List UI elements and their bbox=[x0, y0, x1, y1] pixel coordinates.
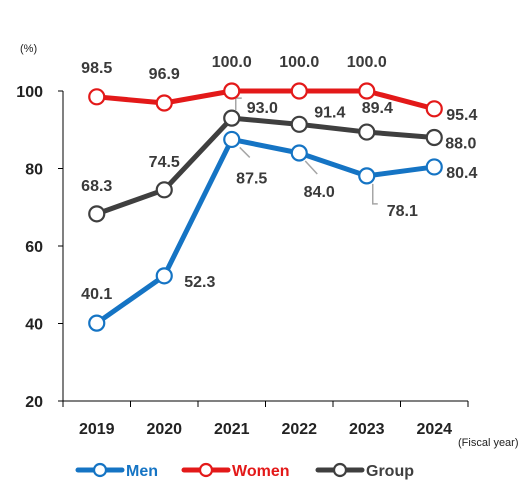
legend-label-women: Women bbox=[232, 463, 289, 480]
series-lines bbox=[88, 82, 443, 332]
data-point-men bbox=[425, 158, 443, 176]
y-tick-label: 60 bbox=[25, 239, 43, 256]
data-label-women: 98.5 bbox=[81, 60, 112, 77]
data-label-men: 80.4 bbox=[446, 165, 477, 182]
y-tick-label: 20 bbox=[25, 394, 43, 411]
x-tick-label: 2019 bbox=[79, 421, 115, 438]
data-label-group: 68.3 bbox=[81, 178, 112, 195]
data-point-group bbox=[155, 181, 173, 199]
y-tick-label: 80 bbox=[25, 162, 43, 179]
data-label-women: 100.0 bbox=[279, 54, 319, 71]
data-label-group: 89.4 bbox=[362, 100, 393, 117]
legend-swatch-marker bbox=[198, 462, 214, 478]
y-unit-label: (%) bbox=[20, 43, 37, 55]
legend-label-men: Men bbox=[126, 463, 158, 480]
data-label-men: 84.0 bbox=[304, 184, 335, 201]
data-point-group bbox=[223, 109, 241, 127]
leader-line bbox=[235, 97, 242, 111]
data-point-men bbox=[155, 267, 173, 285]
legend: Men Women Group bbox=[75, 462, 414, 480]
leader-line bbox=[304, 160, 318, 175]
data-label-group: 88.0 bbox=[445, 136, 476, 153]
data-point-men bbox=[358, 167, 376, 185]
leader-line bbox=[239, 146, 251, 158]
x-tick-label: 2020 bbox=[146, 421, 182, 438]
y-tick-label: 40 bbox=[25, 317, 43, 334]
data-label-women: 100.0 bbox=[212, 54, 252, 71]
series-line-group bbox=[94, 115, 437, 217]
x-tick-label: 2024 bbox=[416, 421, 452, 438]
data-point-men bbox=[290, 144, 308, 162]
x-tick-label: 2021 bbox=[214, 421, 250, 438]
x-tick-label: 2023 bbox=[349, 421, 385, 438]
data-point-women bbox=[425, 100, 443, 118]
series-line-women bbox=[94, 88, 437, 112]
data-label-group: 93.0 bbox=[247, 100, 278, 117]
data-label-women: 96.9 bbox=[149, 66, 180, 83]
x-unit-label: (Fiscal year) bbox=[458, 437, 519, 449]
data-point-women bbox=[155, 94, 173, 112]
data-point-women bbox=[290, 82, 308, 100]
data-point-women bbox=[223, 82, 241, 100]
data-point-group bbox=[290, 115, 308, 133]
axes: 20 40 60 80 100 2019 2020 2021 2022 2023 2024 bbox=[16, 84, 469, 438]
leader-line bbox=[372, 183, 378, 205]
data-point-men bbox=[223, 130, 241, 149]
data-point-men bbox=[88, 314, 106, 332]
data-label-men: 40.1 bbox=[81, 286, 112, 303]
data-label-women: 100.0 bbox=[347, 54, 387, 71]
data-point-women bbox=[88, 88, 106, 106]
data-point-group bbox=[425, 128, 443, 147]
data-point-women bbox=[358, 82, 376, 100]
data-label-group: 91.4 bbox=[314, 104, 345, 121]
legend-label-group: Group bbox=[366, 463, 414, 480]
x-tick-label: 2022 bbox=[281, 421, 317, 438]
y-tick-label: 100 bbox=[16, 84, 43, 101]
data-label-men: 78.1 bbox=[387, 203, 418, 220]
legend-swatch-marker bbox=[92, 462, 108, 478]
legend-swatch-marker bbox=[332, 462, 348, 478]
data-label-men: 87.5 bbox=[236, 170, 267, 187]
data-label-women: 95.4 bbox=[446, 107, 477, 124]
data-label-men: 52.3 bbox=[184, 274, 215, 291]
series-line-men bbox=[94, 136, 437, 326]
data-labels: 40.1 52.3 87.5 84.0 78.1 80.4 98.5 96.9 100.0 100… bbox=[81, 54, 477, 303]
data-point-group bbox=[88, 205, 106, 223]
data-point-group bbox=[358, 123, 376, 141]
data-label-group: 74.5 bbox=[149, 154, 180, 171]
